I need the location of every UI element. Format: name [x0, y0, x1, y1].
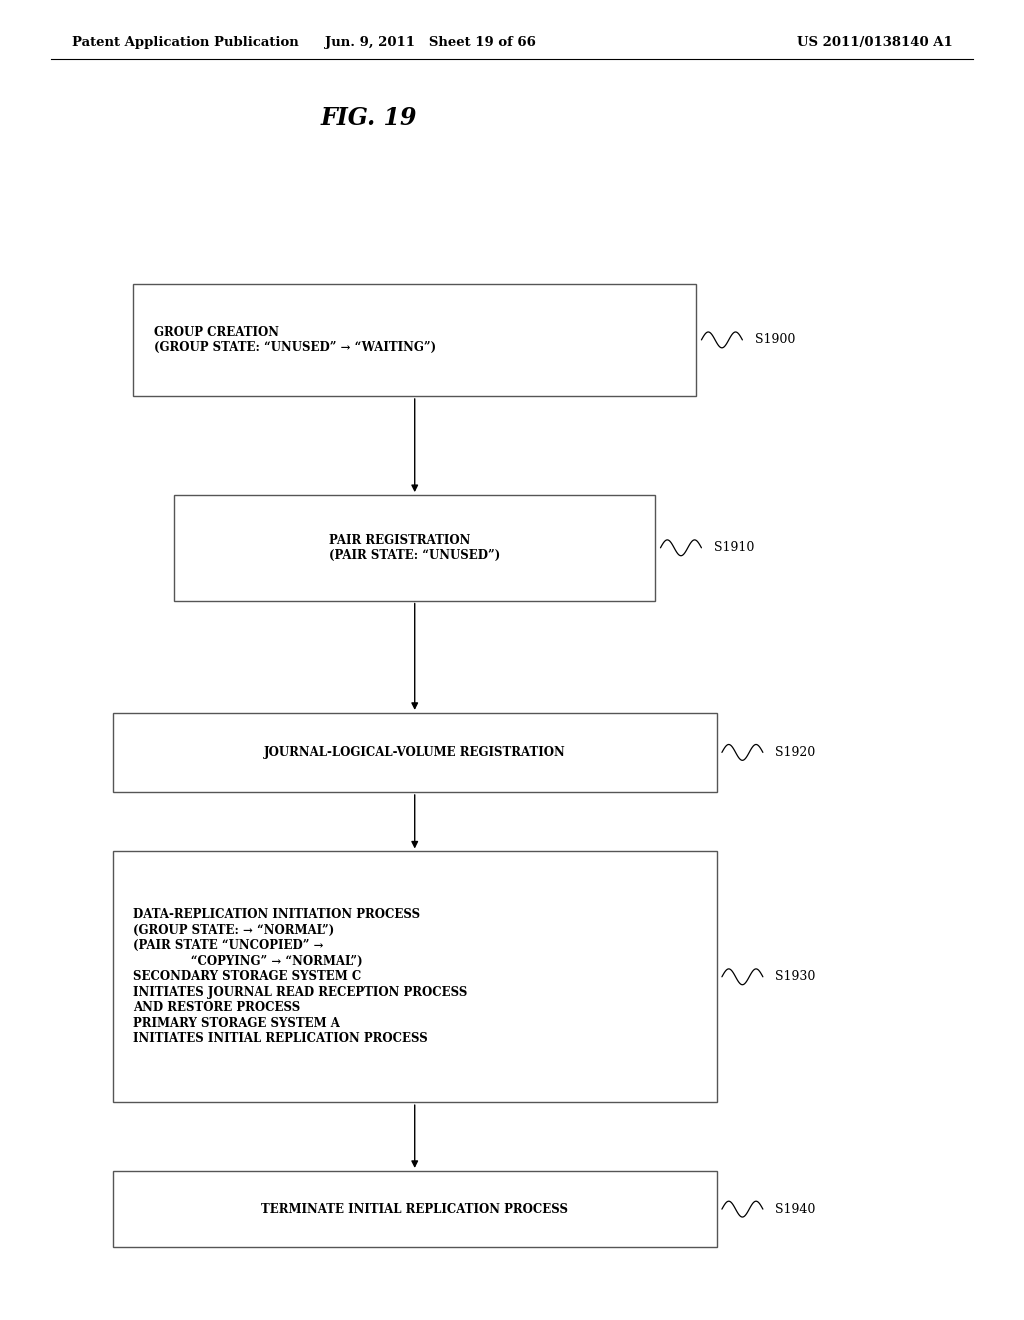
Text: S1930: S1930 — [775, 970, 815, 983]
Text: S1920: S1920 — [775, 746, 815, 759]
Text: PAIR REGISTRATION
(PAIR STATE: “UNUSED”): PAIR REGISTRATION (PAIR STATE: “UNUSED”) — [329, 533, 501, 562]
Text: DATA-REPLICATION INITIATION PROCESS
(GROUP STATE: → “NORMAL”)
(PAIR STATE “UNCOP: DATA-REPLICATION INITIATION PROCESS (GRO… — [133, 908, 468, 1045]
Bar — [174, 495, 655, 601]
Bar — [113, 1171, 717, 1247]
Text: JOURNAL-LOGICAL-VOLUME REGISTRATION: JOURNAL-LOGICAL-VOLUME REGISTRATION — [264, 746, 565, 759]
Bar — [113, 851, 717, 1102]
Text: S1910: S1910 — [714, 541, 754, 554]
Text: GROUP CREATION
(GROUP STATE: “UNUSED” → “WAITING”): GROUP CREATION (GROUP STATE: “UNUSED” → … — [154, 326, 436, 354]
Bar — [113, 713, 717, 792]
Text: TERMINATE INITIAL REPLICATION PROCESS: TERMINATE INITIAL REPLICATION PROCESS — [261, 1203, 568, 1216]
Text: S1900: S1900 — [755, 334, 795, 346]
Text: Patent Application Publication: Patent Application Publication — [72, 36, 298, 49]
Text: US 2011/0138140 A1: US 2011/0138140 A1 — [797, 36, 952, 49]
Text: S1940: S1940 — [775, 1203, 815, 1216]
Text: FIG. 19: FIG. 19 — [321, 106, 417, 129]
Bar — [133, 284, 696, 396]
Text: Jun. 9, 2011   Sheet 19 of 66: Jun. 9, 2011 Sheet 19 of 66 — [325, 36, 536, 49]
